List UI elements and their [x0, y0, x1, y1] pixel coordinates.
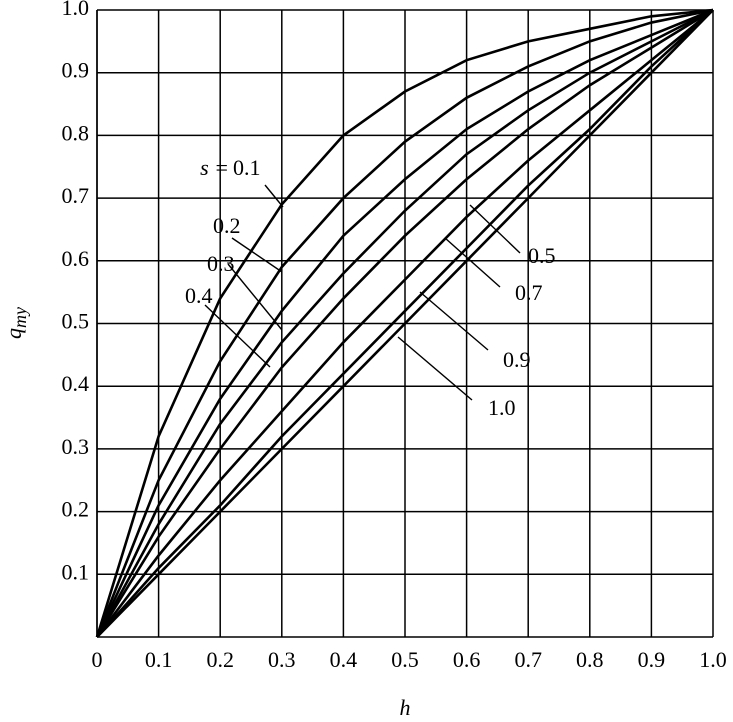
leader-line: [397, 336, 473, 401]
leader-line: [264, 184, 284, 208]
series-label: 0.4: [185, 283, 213, 308]
curve: [96, 9, 714, 638]
series-label: 0.3: [207, 251, 235, 276]
y-tick-label: 0.6: [62, 246, 90, 271]
y-axis-label-group: qmy: [1, 307, 30, 339]
leader-line: [227, 263, 283, 331]
series-label: 0.7: [515, 280, 543, 305]
y-tick-label: 0.2: [62, 497, 90, 522]
curve: [95, 8, 714, 638]
series-label: 0.5: [528, 243, 556, 268]
x-tick-label: 0.3: [268, 647, 296, 672]
series-label: 0.1: [233, 155, 261, 180]
y-tick-label: 0.9: [62, 58, 90, 83]
leader-line: [419, 291, 489, 351]
y-label-main: q: [1, 328, 26, 339]
leader-line: [444, 237, 501, 288]
y-tick-label: 0.7: [62, 183, 90, 208]
y-tick-label: 1.0: [62, 0, 90, 20]
x-tick-label: 0.8: [576, 647, 604, 672]
x-tick-label: 0.1: [145, 647, 173, 672]
x-tick-label: 0.9: [638, 647, 666, 672]
x-tick-label: 0: [92, 647, 103, 672]
x-tick-label: 0.5: [391, 647, 419, 672]
series-label: 0.2: [213, 213, 241, 238]
x-tick-label: 0.7: [514, 647, 542, 672]
y-tick-label: 0.8: [62, 120, 90, 145]
curve: [96, 9, 714, 638]
x-tick-label: 0.6: [453, 647, 481, 672]
x-axis-label: h: [400, 695, 411, 720]
curve: [95, 8, 714, 638]
x-tick-label: 0.4: [330, 647, 358, 672]
curve: [95, 8, 714, 638]
curve: [95, 8, 714, 638]
series-label: 0.9: [503, 347, 531, 372]
y-label-sub: my: [10, 307, 30, 328]
series-label-prefix: s =: [200, 155, 229, 180]
y-tick-label: 0.5: [62, 309, 90, 334]
leader-line: [231, 237, 283, 273]
curve: [95, 8, 714, 638]
x-tick-label: 0.2: [206, 647, 234, 672]
y-tick-label: 0.1: [62, 559, 90, 584]
x-tick-label: 1.0: [699, 647, 727, 672]
leader-line: [204, 304, 271, 368]
series-label: 1.0: [488, 395, 516, 420]
leader-line: [469, 204, 521, 254]
y-tick-label: 0.3: [62, 434, 90, 459]
y-axis-label: qmy: [1, 307, 30, 339]
y-tick-label: 0.4: [62, 371, 90, 396]
curve: [95, 8, 714, 638]
